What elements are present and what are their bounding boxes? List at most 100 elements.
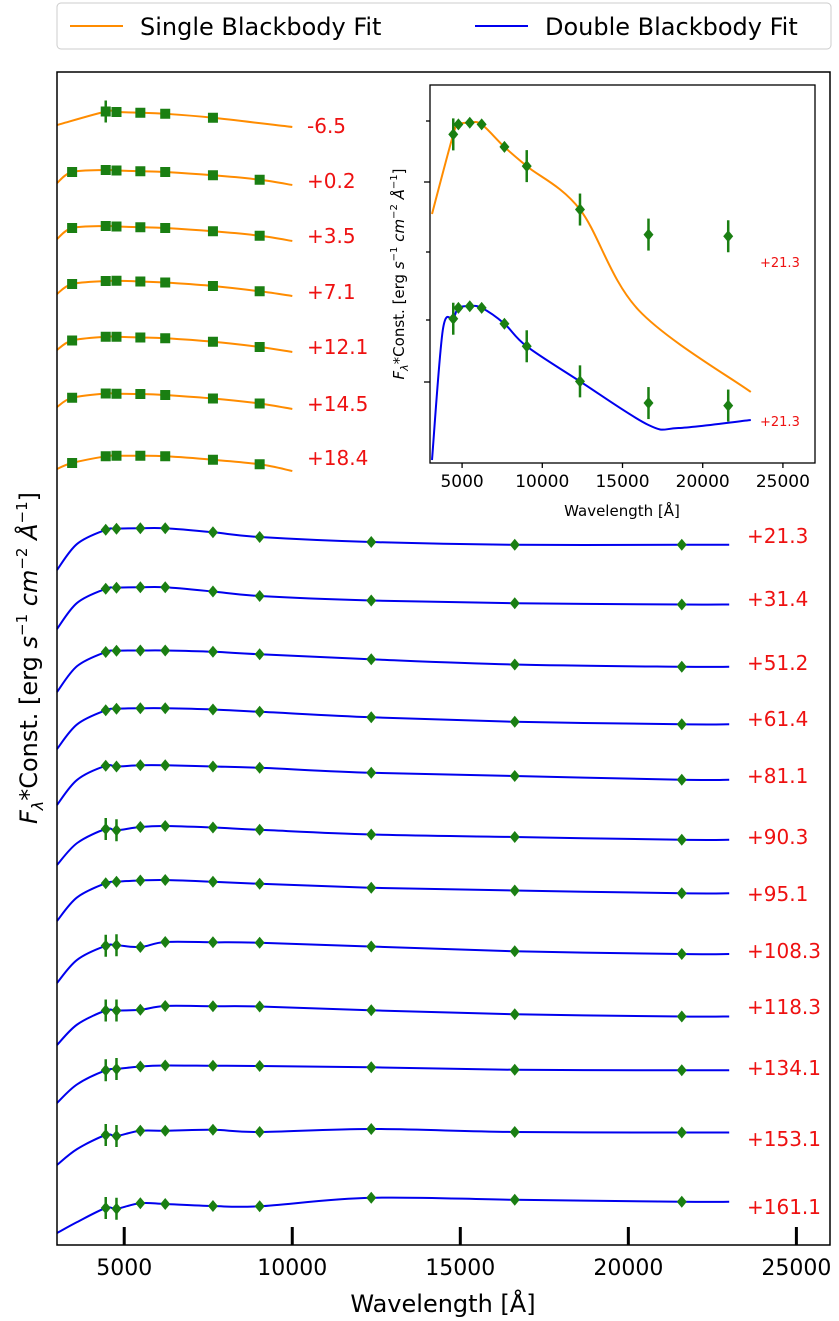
main-data-point: [67, 335, 78, 346]
main-data-point: [207, 1000, 218, 1013]
main-data-point: [676, 718, 687, 731]
main-data-point: [207, 821, 218, 834]
main-data-point: [100, 877, 111, 890]
main-phase-label: +153.1: [747, 1127, 821, 1151]
main-data-point: [254, 705, 265, 718]
main-fit-curve-7: [56, 526, 730, 571]
main-fit-curve-14: [56, 940, 730, 984]
inset-data-point: [521, 340, 532, 353]
inset-data-point: [499, 317, 510, 330]
main-x-ticks: 5000 10000 15000 20000 25000: [96, 1227, 831, 1281]
inset-x-tick-label: 15000: [595, 472, 649, 492]
main-data-point: [207, 760, 218, 773]
main-data-point: [160, 451, 171, 462]
main-data-point: [207, 936, 218, 949]
main-data-point: [676, 1126, 687, 1139]
main-data-point: [160, 581, 171, 594]
main-data-point: [135, 702, 146, 715]
main-data-point: [160, 1059, 171, 1072]
main-data-point: [135, 1003, 146, 1016]
main-data-point: [366, 1004, 377, 1017]
inset-x-tick-label: 20000: [676, 472, 730, 492]
main-data-point: [509, 1193, 520, 1206]
main-data-point: [676, 660, 687, 673]
main-phase-label: +12.1: [307, 335, 368, 359]
main-series-3: +7.1: [56, 275, 356, 304]
main-data-point: [160, 759, 171, 772]
main-data-point: [100, 582, 111, 595]
inset-data-point: [574, 203, 585, 216]
inset-data-point: [643, 228, 654, 241]
main-fit-curve-8: [56, 585, 730, 630]
main-data-point: [135, 222, 146, 233]
main-phase-label: +21.3: [747, 524, 808, 548]
inset-plot: +21.3 +21.3 5000 10000 15000 20000 25000 Wave…: [389, 84, 816, 520]
main-axes-frame: [56, 71, 831, 1246]
main-data-point: [135, 1060, 146, 1073]
main-data-point: [135, 276, 146, 287]
main-data-point: [254, 648, 265, 661]
main-data-point: [160, 1124, 171, 1137]
main-data-point: [100, 276, 111, 286]
main-phase-label: +161.1: [747, 1195, 821, 1219]
main-phase-label: +0.2: [307, 169, 356, 193]
main-data-point: [135, 581, 146, 594]
main-fit-curve-15: [56, 1004, 730, 1046]
main-data-point: [254, 230, 265, 241]
main-data-point: [67, 458, 78, 468]
main-phase-label: +95.1: [747, 882, 808, 906]
main-data-point: [135, 332, 146, 343]
main-data-point: [676, 773, 687, 786]
main-data-point: [135, 759, 146, 772]
main-data-point: [135, 874, 146, 887]
inset-data-point: [476, 301, 487, 314]
main-data-point: [111, 165, 122, 176]
main-data-point: [676, 1064, 687, 1077]
inset-phase-label: +21.3: [760, 415, 800, 430]
main-series-9: +51.2: [56, 644, 808, 693]
main-data-point: [509, 831, 520, 843]
main-series-2: +3.5: [56, 221, 356, 248]
main-series-18: +161.1: [56, 1191, 821, 1234]
inset-series-layer: +21.3 +21.3: [431, 116, 800, 461]
main-series-5: +14.5: [56, 388, 368, 416]
inset-series-0: +21.3: [431, 116, 800, 393]
main-data-point: [135, 389, 146, 399]
main-data-point: [111, 275, 122, 286]
main-phase-label: -6.5: [307, 114, 346, 138]
main-data-point: [135, 1197, 146, 1210]
main-data-point: [100, 451, 111, 462]
main-series-8: +31.4: [56, 581, 808, 630]
main-data-point: [509, 945, 520, 958]
inset-x-tick-label: 25000: [756, 472, 810, 492]
main-data-point: [111, 107, 122, 117]
main-data-point: [366, 766, 377, 779]
main-data-point: [111, 450, 122, 461]
main-data-point: [111, 875, 122, 888]
inset-phase-label: +21.3: [760, 256, 800, 271]
main-data-point: [676, 1195, 687, 1208]
main-fit-curve-12: [56, 824, 730, 866]
inset-y-axis-label: Fλ*Const. [erg s−1 cm−2 Å−1]: [389, 169, 411, 380]
main-data-point: [207, 1123, 218, 1136]
main-data-point: [67, 279, 78, 289]
main-series-15: +118.3: [56, 995, 821, 1046]
main-data-point: [676, 833, 687, 846]
main-data-point: [135, 1124, 146, 1137]
legend-label-single: Single Blackbody Fit: [140, 13, 381, 41]
main-phase-label: +108.3: [747, 939, 821, 963]
main-data-point: [67, 167, 78, 177]
main-phase-label: +51.2: [747, 651, 808, 675]
main-data-point: [100, 165, 111, 175]
main-data-point: [160, 1000, 171, 1012]
main-data-point: [160, 702, 171, 715]
main-data-point: [100, 331, 111, 342]
legend-label-double: Double Blackbody Fit: [545, 13, 798, 41]
main-data-point: [509, 1008, 520, 1021]
main-data-point: [100, 388, 111, 399]
main-data-point: [254, 761, 265, 774]
main-data-point: [366, 881, 377, 894]
inset-y-ticks: [424, 120, 430, 383]
main-data-point: [254, 174, 265, 185]
